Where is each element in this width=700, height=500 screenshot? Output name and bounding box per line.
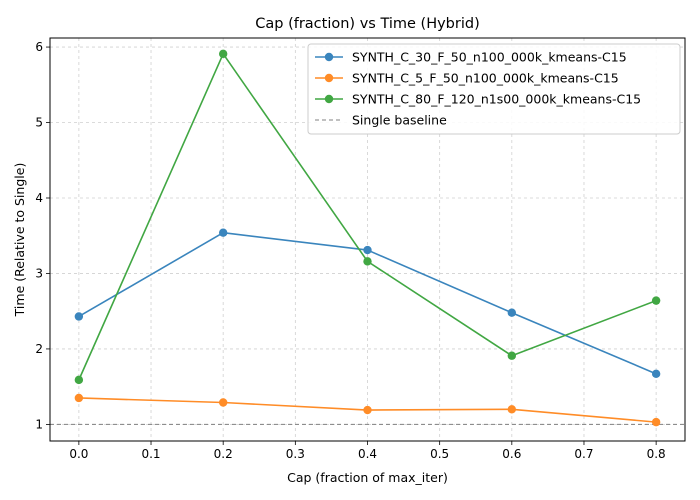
- x-tick-label: 0.3: [286, 447, 305, 461]
- legend-marker: [324, 73, 334, 83]
- series-2: [74, 393, 661, 427]
- data-point: [363, 405, 372, 415]
- x-tick-label: 0.5: [430, 447, 449, 461]
- y-axis-label: Time (Relative to Single): [12, 163, 27, 318]
- x-tick-label: 0.1: [141, 447, 160, 461]
- data-point: [218, 49, 228, 59]
- data-point: [74, 312, 84, 321]
- x-tick-label: 0.2: [214, 447, 233, 461]
- data-point: [507, 351, 517, 360]
- series-1: [74, 228, 661, 379]
- chart-title: Cap (fraction) vs Time (Hybrid): [255, 16, 479, 32]
- data-point: [651, 296, 661, 305]
- data-point: [363, 245, 372, 255]
- legend: SYNTH_C_30_F_50_n100_000k_kmeans-C15 SYNT…: [307, 43, 681, 135]
- data-point: [651, 417, 661, 427]
- data-point: [363, 257, 372, 266]
- x-tick-label: 0.6: [502, 447, 521, 461]
- x-tick-label: 0.0: [69, 447, 88, 461]
- legend-box: [307, 43, 681, 135]
- legend-marker: [324, 52, 334, 62]
- data-point: [507, 405, 517, 414]
- data-point: [651, 369, 661, 379]
- y-tick-label: 4: [35, 191, 43, 205]
- x-axis-label: Cap (fraction of max_iter): [287, 470, 448, 485]
- x-tick-label: 0.7: [574, 447, 593, 461]
- legend-label: SYNTH_C_30_F_50_n100_000k_kmeans-C15: [352, 50, 627, 65]
- data-point: [218, 398, 228, 407]
- y-tick-label: 2: [35, 342, 43, 356]
- series-3: [74, 49, 661, 385]
- legend-marker: [324, 94, 334, 104]
- y-tick-label: 5: [35, 116, 43, 130]
- x-tick-label: 0.8: [647, 447, 666, 461]
- legend-label: SYNTH_C_80_F_120_n1s00_000k_kmeans-C15: [352, 92, 641, 107]
- legend-label: Single baseline: [352, 113, 447, 128]
- data-point: [507, 308, 517, 317]
- y-tick-label: 6: [35, 40, 43, 54]
- x-tick-label: 0.4: [358, 447, 377, 461]
- legend-label: SYNTH_C_5_F_50_n100_000k_kmeans-C15: [352, 71, 619, 86]
- data-point: [74, 393, 84, 403]
- series-layer: [74, 49, 661, 427]
- data-point: [74, 375, 84, 385]
- data-point: [218, 228, 228, 237]
- y-tick-label: 1: [35, 417, 43, 431]
- y-axis-ticks: 1 2 3 4 5 6: [35, 40, 50, 431]
- x-axis-ticks: 0.0 0.1 0.2 0.3 0.4 0.5 0.6 0.7 0.8: [69, 441, 666, 461]
- y-tick-label: 3: [35, 266, 43, 280]
